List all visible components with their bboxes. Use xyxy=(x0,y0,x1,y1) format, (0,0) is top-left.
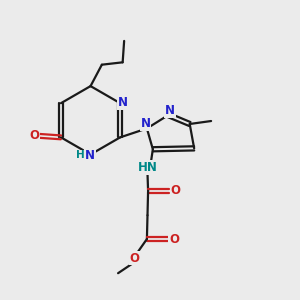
Text: N: N xyxy=(140,118,150,130)
Text: N: N xyxy=(85,149,95,162)
Text: O: O xyxy=(169,232,179,245)
Text: H: H xyxy=(76,150,85,161)
Text: O: O xyxy=(29,129,39,142)
Text: N: N xyxy=(165,104,175,117)
Text: HN: HN xyxy=(138,161,158,174)
Text: O: O xyxy=(170,184,180,197)
Text: O: O xyxy=(129,251,140,265)
Text: N: N xyxy=(118,96,128,109)
